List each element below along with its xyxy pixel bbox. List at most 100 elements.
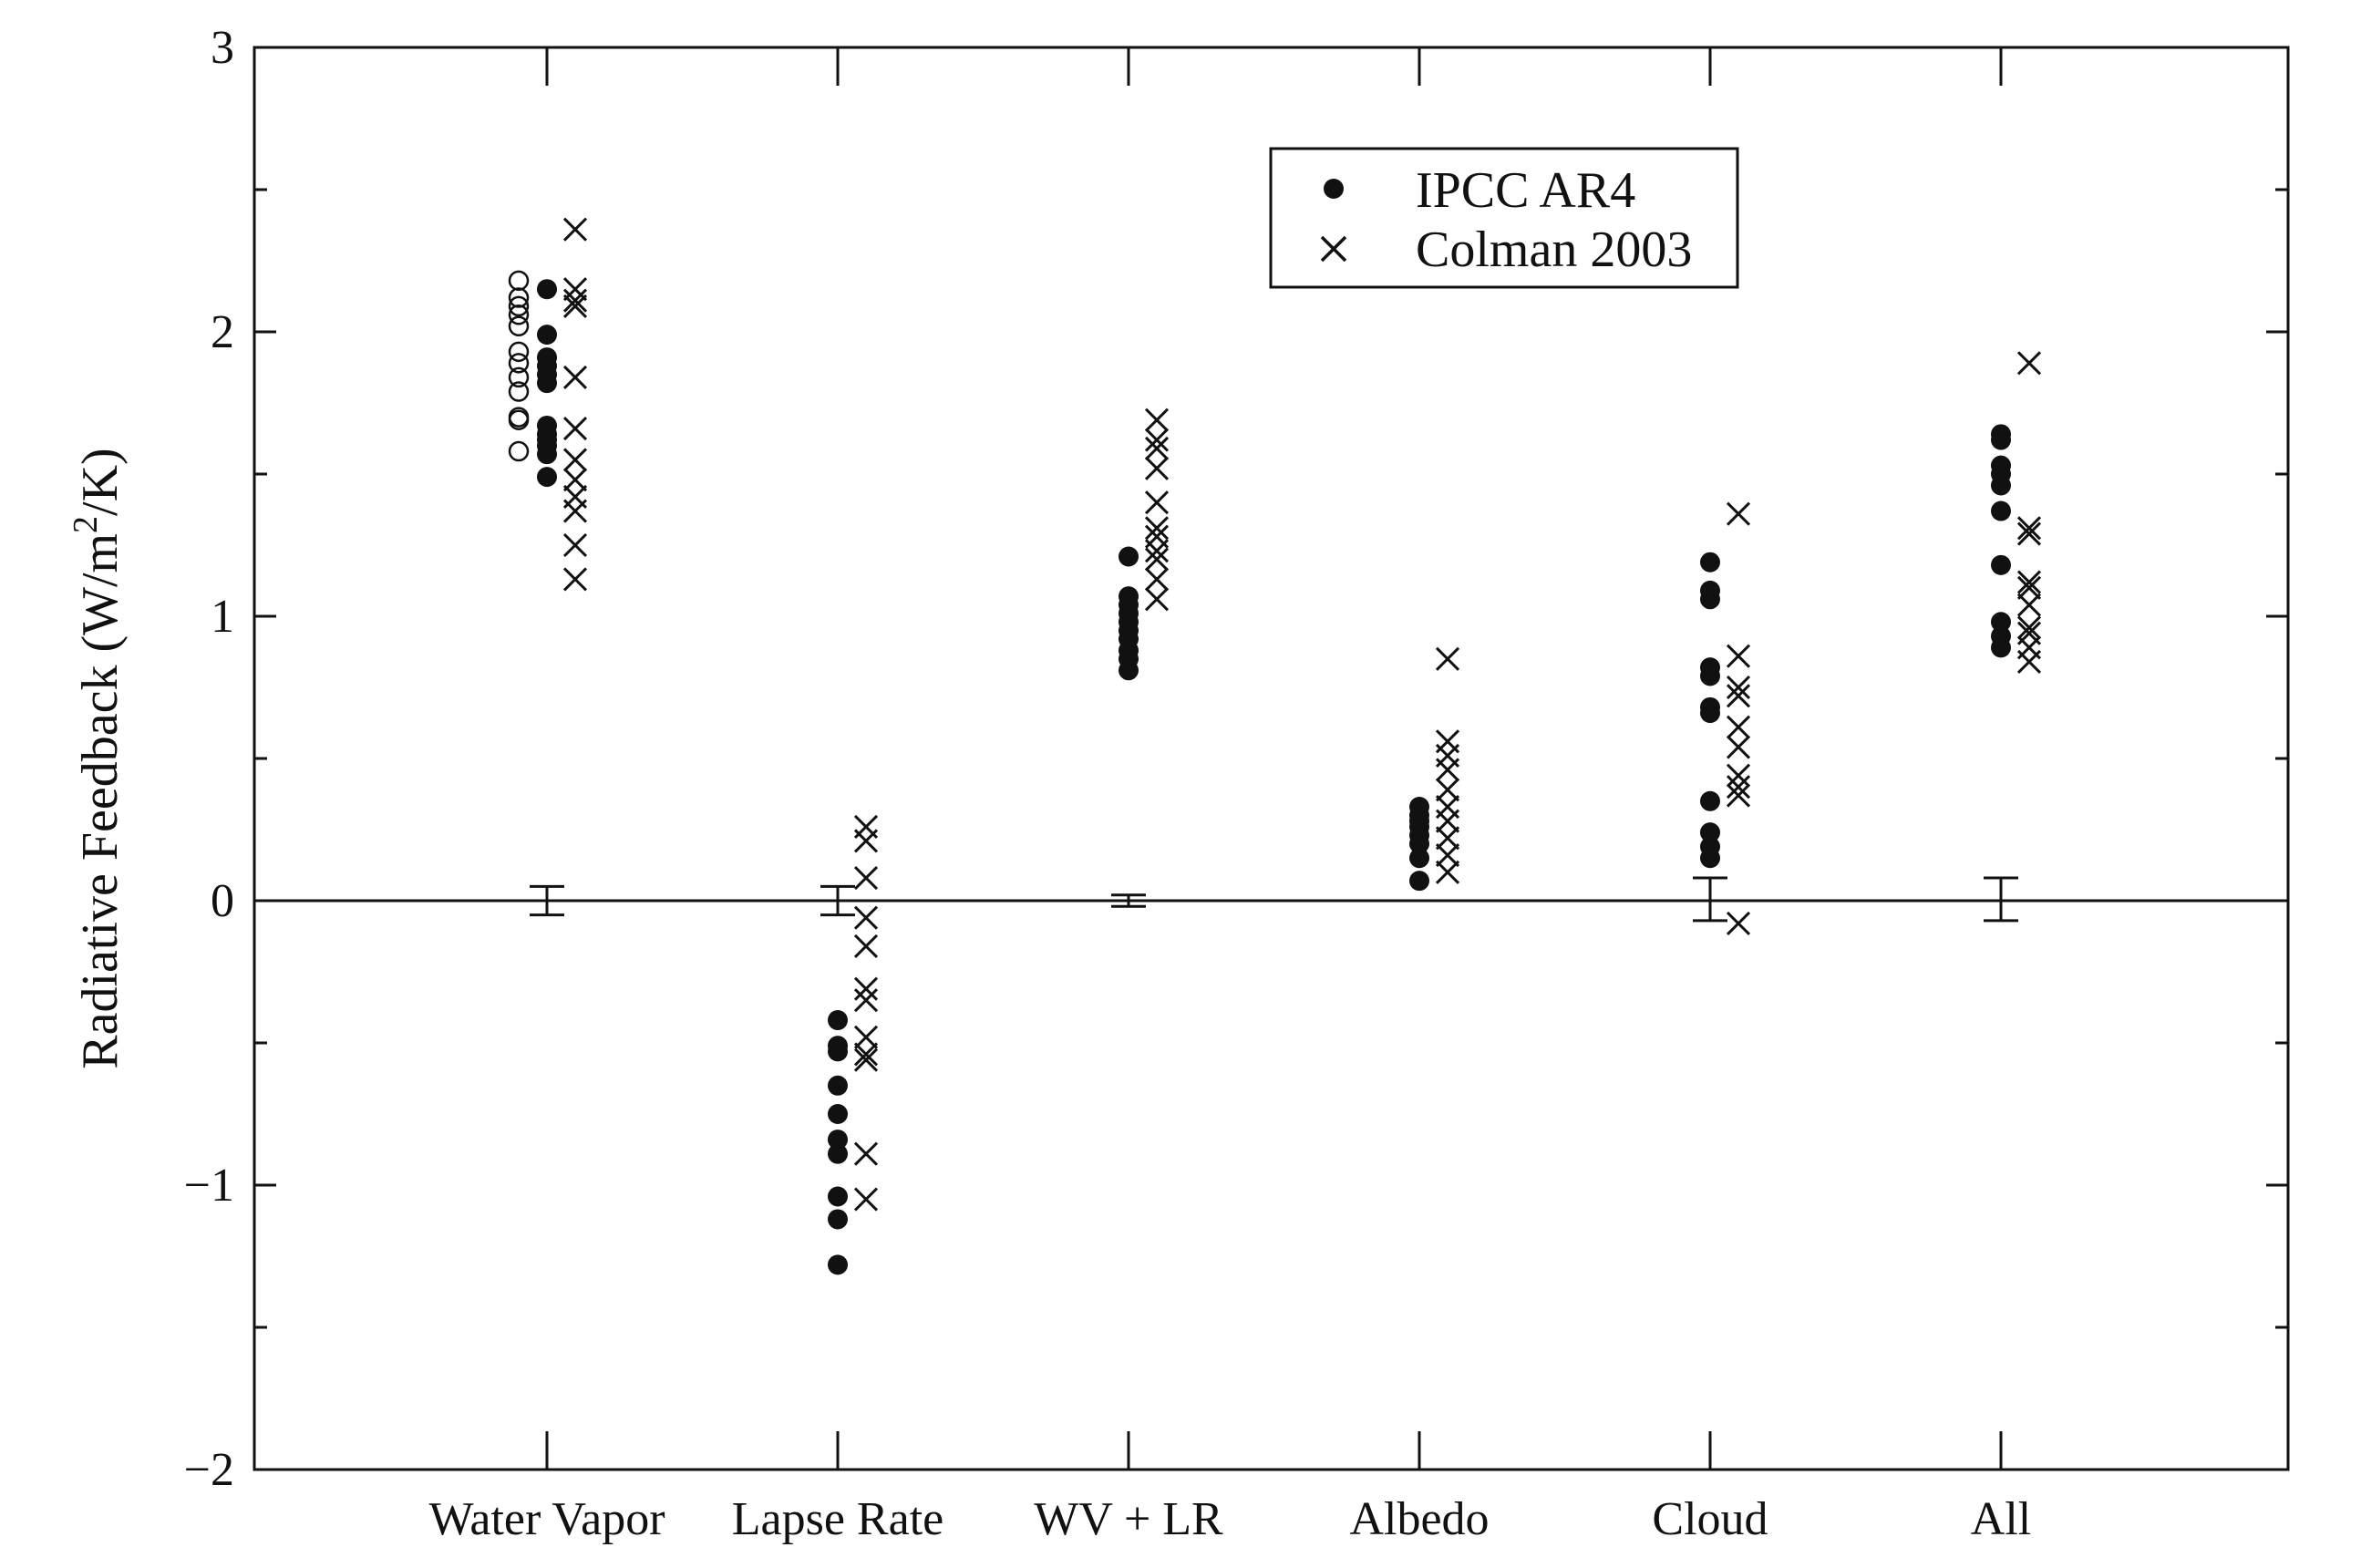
colman-point-stroke <box>1435 843 1460 868</box>
colman-point <box>2016 521 2042 546</box>
error-bars <box>530 876 2018 923</box>
colman-point-stroke <box>1144 547 1170 572</box>
colman-point-stroke <box>2016 351 2042 376</box>
colman-point <box>853 814 879 839</box>
colman-point <box>1435 778 1460 802</box>
colman-point-stroke <box>853 814 879 839</box>
colman-point-stroke <box>1435 860 1460 884</box>
legend-marker-ipcc <box>1324 179 1344 199</box>
colman-point-stroke <box>853 1141 879 1166</box>
colman-point-stroke <box>562 417 588 441</box>
colman-point-stroke <box>1726 775 1751 799</box>
y-axis-title: Radiative Feedback (W/m2/K) <box>67 448 129 1068</box>
colman-point <box>562 567 588 592</box>
colman-point <box>562 468 588 492</box>
y-tick-label: 2 <box>211 306 234 358</box>
ipcc-point <box>537 325 557 346</box>
colman-point-stroke <box>1726 911 1751 936</box>
open-circle-point <box>508 295 530 317</box>
colman-point <box>2016 575 2042 600</box>
ipcc-point <box>828 1209 848 1230</box>
y-tick-label: 1 <box>211 591 234 643</box>
colman-point <box>1435 794 1460 820</box>
ipcc-point <box>828 1010 848 1031</box>
ipcc-point <box>537 279 557 300</box>
colman-point <box>1726 775 1751 799</box>
colman-point-stroke <box>2016 593 2042 617</box>
colman-point <box>1435 729 1460 754</box>
colman-point <box>1435 860 1460 884</box>
colman-point-stroke <box>1726 501 1751 526</box>
legend-label-colman: Colman 2003 <box>1416 222 1692 278</box>
colman-point <box>1144 567 1170 592</box>
y-axis: −2 −1 0 1 2 3 <box>184 22 2288 1496</box>
colman-point <box>1144 490 1170 515</box>
colman-point <box>1144 587 1170 612</box>
ipcc-point <box>828 1075 848 1096</box>
colman-point <box>562 417 588 441</box>
ipcc-point <box>1991 612 2011 633</box>
colman-point <box>853 988 879 1013</box>
ipcc-point <box>537 415 557 436</box>
ipcc-point <box>1119 586 1139 607</box>
open-circle-point <box>508 287 530 308</box>
colman-point-stroke <box>2016 570 2042 594</box>
colman-point <box>1144 428 1170 452</box>
x-tick-label: Cloud <box>1652 1493 1768 1545</box>
open-circle-point <box>508 353 530 374</box>
ipcc-point <box>1700 580 1720 601</box>
colman-point-stroke <box>1726 783 1751 808</box>
ipcc-point <box>1991 625 2011 646</box>
colman-point-stroke <box>1144 407 1170 432</box>
open-circle-point <box>508 440 530 462</box>
y-axis-title-superscript: 2 <box>67 516 105 533</box>
colman-point-stroke <box>2016 615 2042 640</box>
colman-point <box>2016 615 2042 640</box>
colman-point-stroke <box>853 1042 879 1067</box>
colman-point <box>562 217 588 242</box>
colman-point <box>562 288 588 313</box>
legend-label-ipcc: IPCC AR4 <box>1416 162 1635 219</box>
colman-point-stroke <box>1144 587 1170 612</box>
colman-point-stroke <box>1435 646 1460 671</box>
open-circle-point <box>508 341 530 363</box>
colman-point <box>562 448 588 472</box>
colman-point <box>1144 547 1170 572</box>
colman-point-stroke <box>853 988 879 1013</box>
ipcc-point <box>1700 552 1720 573</box>
colman-point-stroke <box>1726 684 1751 708</box>
colman-point <box>1726 735 1751 759</box>
y-axis-title-main: Radiative Feedback (W/m <box>72 533 129 1069</box>
colman-point <box>853 1047 879 1072</box>
colman-point <box>853 1141 879 1166</box>
colman-point <box>853 976 879 1001</box>
colman-point <box>1435 843 1460 868</box>
legend-box <box>1269 147 1739 289</box>
colman-point <box>1726 675 1751 700</box>
open-circle-point <box>508 366 530 388</box>
ipcc-point <box>1700 790 1720 811</box>
colman-point-stroke <box>562 217 588 242</box>
colman-point <box>1726 684 1751 708</box>
y-tick-label: 3 <box>211 22 234 74</box>
data-points <box>508 217 2042 1275</box>
legend: IPCC AR4 Colman 2003 <box>1269 147 1739 289</box>
colman-point-stroke <box>1435 826 1460 851</box>
colman-point <box>853 1042 879 1067</box>
colman-point <box>2016 621 2042 645</box>
colman-point <box>1726 911 1751 936</box>
ipcc-point <box>1119 546 1139 567</box>
ipcc-point <box>1991 500 2011 521</box>
colman-point-stroke <box>562 484 588 510</box>
colman-point <box>562 484 588 510</box>
colman-point-stroke <box>853 976 879 1001</box>
colman-point-stroke <box>2016 516 2042 541</box>
colman-point <box>1435 826 1460 851</box>
colman-point-stroke <box>2016 621 2042 645</box>
colman-point-stroke <box>1435 778 1460 802</box>
colman-point-stroke <box>2016 521 2042 546</box>
ipcc-point <box>828 1130 848 1150</box>
x-tick-label: All <box>1971 1493 2031 1545</box>
ipcc-point <box>1700 822 1720 843</box>
